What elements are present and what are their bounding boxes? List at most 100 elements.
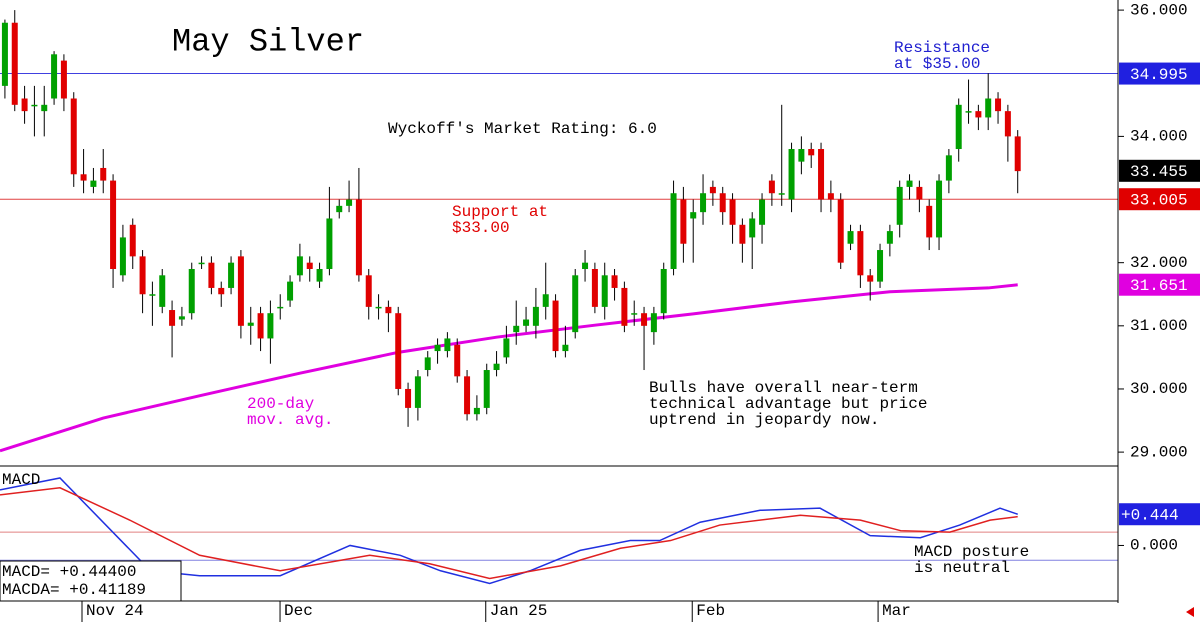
candle-body	[169, 310, 176, 326]
candle-body	[690, 212, 697, 219]
candle-body	[818, 149, 825, 200]
candle-body	[346, 199, 353, 206]
y-tick-label: 36.000	[1130, 1, 1188, 19]
annotation: technical advantage but price	[649, 395, 927, 413]
candle-body	[51, 54, 58, 99]
candle-body	[365, 275, 372, 307]
candle-body	[945, 155, 952, 181]
candle-body	[641, 313, 648, 326]
candle-body	[21, 98, 28, 112]
candle-body	[532, 306, 539, 326]
annotation: at $35.00	[894, 55, 980, 73]
macd-note: MACD posture	[914, 543, 1029, 561]
candle-body	[572, 275, 579, 333]
candle-body	[680, 199, 687, 244]
candle-body	[837, 199, 844, 263]
macd-note: is neutral	[914, 559, 1010, 577]
candle-body	[601, 275, 608, 307]
candle-body	[90, 180, 97, 187]
candle-body	[867, 275, 874, 282]
candle-body	[60, 60, 67, 99]
macd-value-label: +0.444	[1121, 506, 1179, 524]
annotation: $33.00	[452, 219, 510, 237]
y-tick-label: 29.000	[1130, 443, 1188, 461]
y-tick-label: 32.000	[1130, 254, 1188, 272]
candle-body	[729, 199, 736, 225]
candle-body	[257, 313, 264, 339]
candle-body	[906, 180, 913, 187]
readout-box	[0, 560, 182, 602]
candle-body	[995, 98, 1002, 112]
macd-line	[0, 477, 1018, 585]
plot-area	[0, 10, 1118, 585]
candle-body	[788, 149, 795, 200]
candle-body	[739, 224, 746, 244]
candle-body	[267, 313, 274, 339]
y-tick-label: 31.000	[1130, 317, 1188, 335]
candle-body	[405, 388, 412, 408]
candle-body	[503, 338, 510, 358]
candle-body	[591, 268, 598, 307]
candle-body	[247, 322, 254, 326]
candle-body	[562, 344, 569, 352]
candle-body	[326, 218, 333, 269]
macd-line	[0, 487, 1018, 580]
price-label: 33.455	[1130, 163, 1188, 181]
candle-body	[110, 180, 117, 269]
macd-y-tick-label: 0.000	[1130, 537, 1178, 555]
candle-body	[424, 357, 431, 371]
annotation: Bulls have overall near-term	[649, 379, 918, 397]
candle-body	[759, 199, 766, 225]
scroll-arrow[interactable]	[1186, 607, 1194, 617]
candle-body	[847, 231, 854, 244]
candle-body	[188, 268, 195, 314]
x-tick-label: Dec	[284, 602, 313, 620]
price-label-box	[1119, 188, 1200, 211]
candle-body	[159, 275, 166, 307]
candle-body	[31, 104, 38, 107]
x-tick-label: Jan 25	[490, 602, 548, 620]
candle-body	[129, 224, 136, 257]
candle-body	[975, 111, 982, 118]
candle-body	[355, 199, 362, 276]
candle-body	[277, 306, 284, 309]
candle-body	[1014, 136, 1021, 172]
candle-body	[709, 186, 716, 194]
candle-body	[287, 281, 294, 301]
annotation: mov. avg.	[247, 411, 333, 429]
candle-body	[542, 294, 549, 307]
candle-body	[483, 370, 490, 408]
candle-body	[513, 325, 520, 333]
candle-body	[1004, 111, 1011, 137]
candle-body	[464, 376, 471, 415]
candle-body	[1, 22, 8, 86]
candle-body	[650, 313, 657, 333]
candle-body	[631, 313, 638, 315]
candle-body	[749, 218, 756, 238]
annotation: Support at	[452, 203, 548, 221]
candle-body	[434, 344, 441, 352]
x-tick-label: Mar	[882, 602, 911, 620]
price-label: 33.005	[1130, 191, 1188, 209]
candle-body	[798, 149, 805, 162]
y-tick-label: 34.000	[1130, 128, 1188, 146]
candle-body	[80, 174, 87, 181]
candle-body	[306, 262, 313, 269]
candle-body	[119, 237, 126, 276]
candle-body	[523, 319, 530, 326]
candle-body	[877, 250, 884, 282]
chart-title: May Silver	[172, 23, 364, 60]
y-tick-label: 30.000	[1130, 380, 1188, 398]
candle-body	[660, 268, 667, 314]
candle-body	[552, 300, 559, 352]
candle-body	[375, 306, 382, 309]
candle-body	[955, 104, 962, 150]
price-label-box	[1119, 62, 1200, 85]
candle-body	[965, 111, 972, 113]
candle-body	[178, 316, 185, 320]
candle-body	[218, 287, 225, 295]
candle-body	[719, 193, 726, 213]
candle-body	[454, 344, 461, 377]
